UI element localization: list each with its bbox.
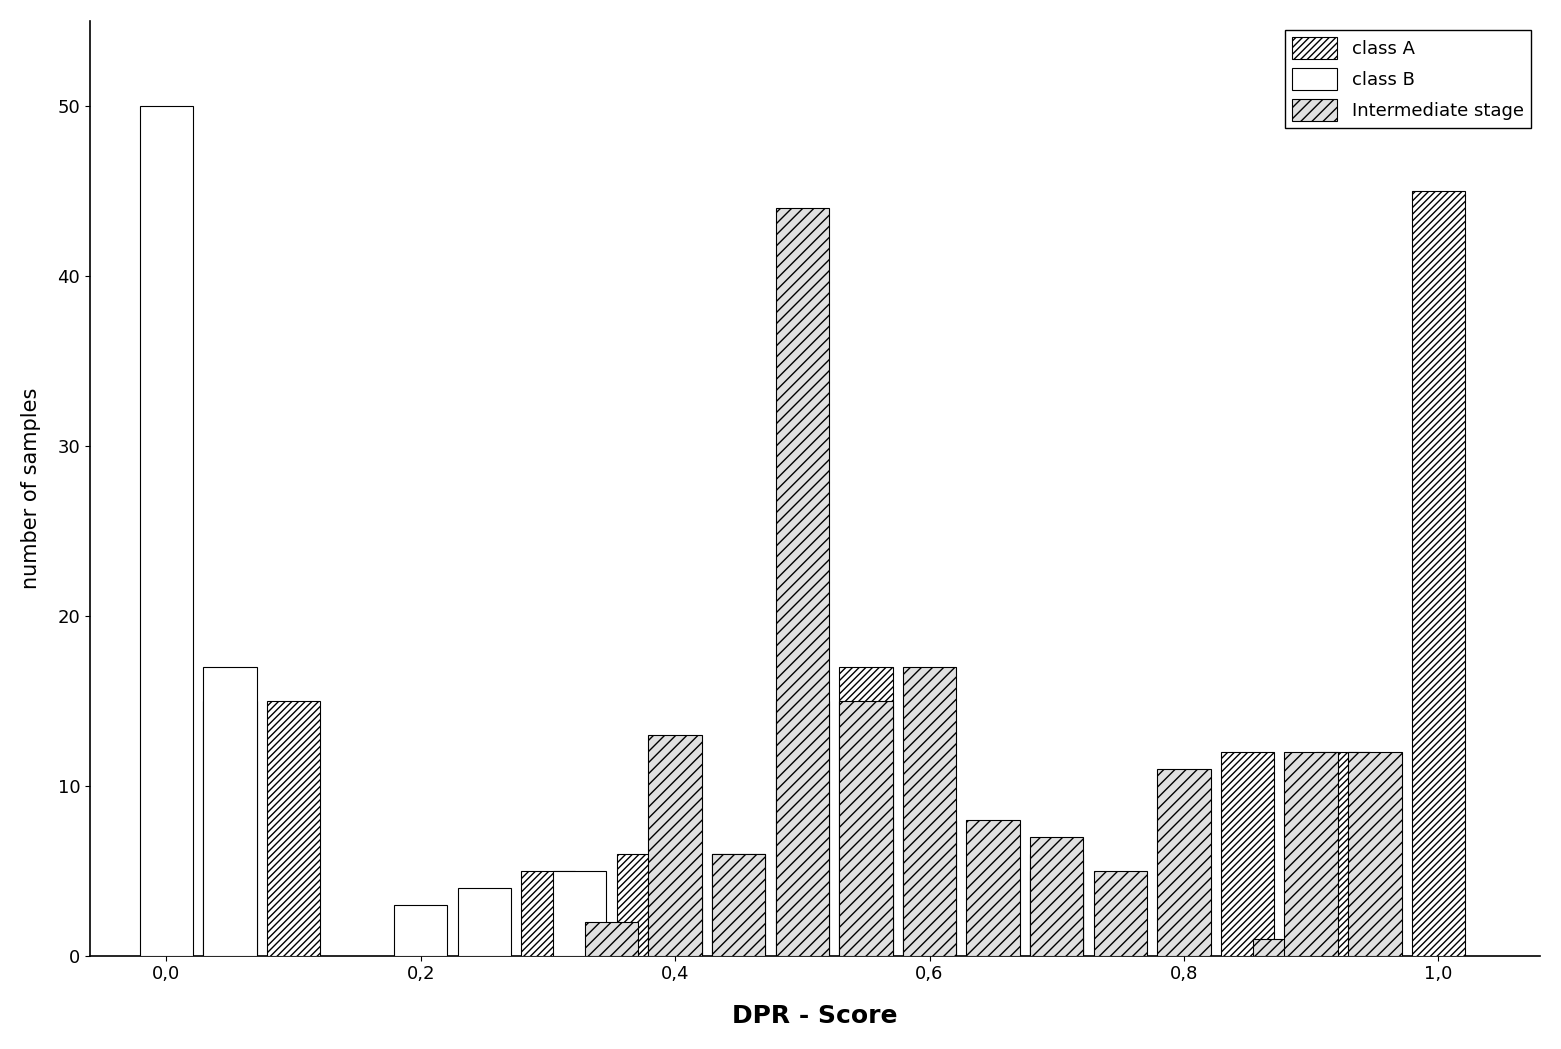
Bar	[267, 701, 320, 956]
Bar	[617, 854, 670, 956]
Bar	[966, 819, 1019, 956]
X-axis label: DPR - Score: DPR - Score	[732, 1004, 898, 1028]
Bar	[902, 819, 957, 956]
Bar	[776, 208, 829, 956]
Bar	[1316, 752, 1369, 956]
Bar	[776, 701, 829, 956]
Bar	[393, 904, 448, 956]
Bar	[139, 106, 194, 956]
Bar	[1094, 871, 1147, 956]
Bar	[840, 667, 893, 956]
Bar	[1411, 191, 1466, 956]
Bar	[902, 667, 957, 956]
Bar	[203, 701, 256, 956]
Legend: class A, class B, Intermediate stage: class A, class B, Intermediate stage	[1285, 29, 1531, 128]
Bar	[1030, 854, 1083, 956]
Bar	[648, 734, 702, 956]
Bar	[712, 854, 765, 956]
Bar	[1252, 939, 1307, 956]
Y-axis label: number of samples: number of samples	[20, 387, 41, 588]
Bar	[712, 854, 765, 956]
Bar	[1157, 769, 1211, 956]
Bar	[457, 887, 510, 956]
Bar	[521, 871, 574, 956]
Bar	[585, 922, 638, 956]
Bar	[553, 871, 606, 956]
Bar	[1349, 752, 1402, 956]
Bar	[203, 667, 256, 956]
Bar	[1221, 752, 1274, 956]
Bar	[1285, 752, 1338, 956]
Bar	[1030, 837, 1083, 956]
Bar	[1030, 871, 1083, 956]
Bar	[648, 887, 702, 956]
Bar	[840, 701, 893, 956]
